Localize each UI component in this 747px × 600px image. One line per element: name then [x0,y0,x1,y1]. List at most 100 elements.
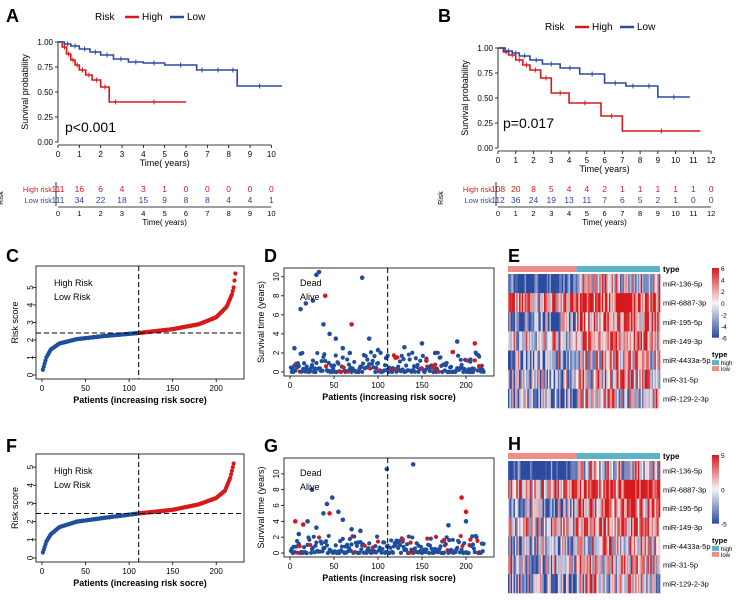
hm-E-cell [542,293,545,313]
hm-E-cell [588,312,590,332]
st-G-point [443,542,448,547]
hm-E-cell [550,312,553,332]
hm-E-cell [603,274,606,294]
hm-H-cell [530,536,532,556]
st-G-point [428,536,433,541]
hm-H-cell [610,555,612,575]
hm-H-cell [647,461,650,481]
hm-H-cell [578,555,581,575]
hm-H-cell [517,536,520,556]
hm-E-cell [519,312,521,332]
hm-H-cell [653,517,655,537]
hm-H-cell [597,574,600,594]
hm-H-cell [519,498,521,518]
hm-E-cell [510,312,513,332]
hm-E-cell [546,350,549,371]
hm-H-cell [519,555,521,575]
hm-E-cell [574,350,577,371]
hm-E-cell [625,331,628,351]
st-D-point [436,369,441,374]
hm-E-cell [597,293,600,313]
hm-H-cell [586,498,589,518]
hm-E-cell [599,293,601,313]
hm-H-cell [568,479,571,500]
st-D-point [345,357,350,362]
hm-E-cell [596,293,599,313]
hm-H-cell [613,461,615,481]
hm-E-cell [596,369,599,390]
km-A-risk-xtick: 9 [248,209,252,218]
hm-H-cell [597,517,600,537]
hm-H-cell [611,498,614,518]
hm-E-cell [550,331,553,351]
hm-E-cell [545,369,547,390]
hm-H-cell [516,574,518,594]
hm-E-cell [546,388,549,409]
hm-H-cell [581,555,583,575]
km-B-ytick-label: 0.25 [477,119,493,128]
st-G-dead-point [327,511,332,516]
st-G-point [308,542,313,548]
hm-H-cell [643,517,646,537]
hm-E-cell [534,350,536,371]
hm-E-cell [545,274,547,294]
km-B-risk-cell: 0 [691,195,696,205]
hm-E-cell [600,312,603,332]
hm-E-cell [577,331,579,351]
hm-E-cell [582,331,585,351]
hm-E-cell [537,369,539,390]
hm-E-cell [517,350,520,371]
hm-E-cell [628,293,630,313]
hm-E-cell [637,388,640,409]
hm-E-cell [582,388,585,409]
hm-E-cell [640,350,643,371]
st-G-alive-point [410,462,416,467]
hm-H-cell [633,479,636,500]
hm-E-cell [615,331,618,351]
hm-E-cell [610,312,612,332]
hm-E-cell [520,274,523,294]
hm-H-cell [527,555,530,575]
st-G-alive-point [329,495,335,500]
hm-H-cell [566,555,568,575]
hm-H-cell [600,479,603,500]
hm-H-cell [621,555,623,575]
hm-E-cell [566,293,568,313]
hm-H-cell [579,498,582,518]
hm-E-cell [599,274,601,294]
hm-E-cell [626,388,629,409]
hm-E-cell [567,274,570,294]
km-B-risk-cell: 1 [691,184,696,194]
hm-H-cell [613,536,615,556]
hm-E-cell [510,274,513,294]
km-A-risk-ylabel: Risk [0,191,5,205]
rs-C-legend-high: High Risk [54,278,93,288]
hm-E-cell [539,312,542,332]
km-A-xtick-label: 9 [248,150,253,159]
hm-E-cell [581,388,583,409]
km-A-legend-title: Risk [95,12,115,23]
st-G-point [426,550,432,556]
hm-H-cell [593,555,596,575]
hm-E-cell [650,350,653,371]
hm-H-cell [510,555,513,575]
hm-H-cell [568,517,571,537]
km-A-xtick-label: 1 [77,150,82,159]
hm-E-cell [604,369,607,390]
hm-H-cell [646,517,648,537]
hm-H-cell [589,461,592,481]
hm-E-cell [523,388,525,409]
hm-H-cell [556,536,559,556]
st-D-point [444,360,449,366]
st-D-point [372,353,377,359]
hm-E-cell [613,369,615,390]
hm-E-cell [524,369,527,390]
hm-E-cell [528,350,531,371]
hm-E-cell [603,388,606,409]
st-D-point [374,365,379,371]
hm-H-cell [626,517,629,537]
km-B-xtick-label: 4 [567,156,572,165]
hm-H-cell [608,536,611,556]
hm-E-cell [632,293,635,313]
km-A-risk-xtick: 4 [141,209,145,218]
